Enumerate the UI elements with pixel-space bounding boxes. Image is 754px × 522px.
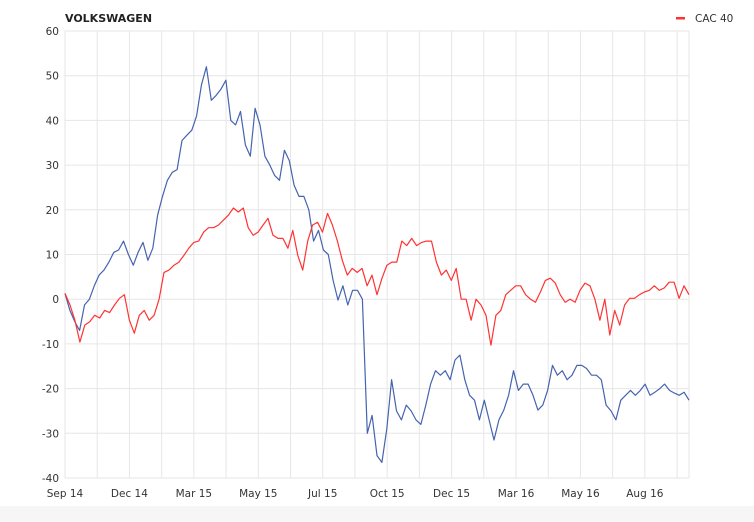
y-tick-label: 30 xyxy=(46,160,59,172)
y-tick-label: 50 xyxy=(46,71,59,83)
x-tick-label: Mar 15 xyxy=(176,488,213,500)
legend[interactable]: CAC 40 xyxy=(676,13,733,25)
series-line-volkswagen xyxy=(64,66,690,463)
legend-swatch-cac40 xyxy=(676,17,685,20)
y-axis: 60 50 40 30 20 10 0 -10 -20 -30 -40 xyxy=(42,26,59,485)
x-tick-label: May 16 xyxy=(561,488,600,500)
y-tick-label: 60 xyxy=(46,26,59,38)
x-tick-label: Mar 16 xyxy=(498,488,535,500)
y-tick-label: -30 xyxy=(42,428,59,440)
x-tick-label: Dec 14 xyxy=(111,488,148,500)
y-tick-label: -10 xyxy=(42,339,59,351)
chart-title: VOLKSWAGEN xyxy=(65,12,152,25)
y-tick-label: 20 xyxy=(46,205,59,217)
grid xyxy=(64,30,690,479)
x-tick-label: Dec 15 xyxy=(433,488,470,500)
y-tick-label: 0 xyxy=(52,294,59,306)
legend-label-cac40: CAC 40 xyxy=(695,13,733,25)
series-lines xyxy=(64,66,690,463)
x-tick-label: May 15 xyxy=(239,488,277,500)
x-tick-label: Aug 16 xyxy=(626,488,664,500)
y-tick-label: 40 xyxy=(46,115,59,127)
x-tick-label: Sep 14 xyxy=(47,488,84,500)
bottom-strip xyxy=(0,506,754,522)
y-tick-label: -20 xyxy=(42,384,59,396)
x-tick-label: Jul 15 xyxy=(307,488,337,500)
x-tick-label: Oct 15 xyxy=(370,488,405,500)
x-axis: Sep 14 Dec 14 Mar 15 May 15 Jul 15 Oct 15 Dec … xyxy=(47,488,664,500)
y-tick-label: 10 xyxy=(46,250,59,262)
series-line-cac-40 xyxy=(64,207,690,346)
y-tick-label: -40 xyxy=(42,473,59,485)
